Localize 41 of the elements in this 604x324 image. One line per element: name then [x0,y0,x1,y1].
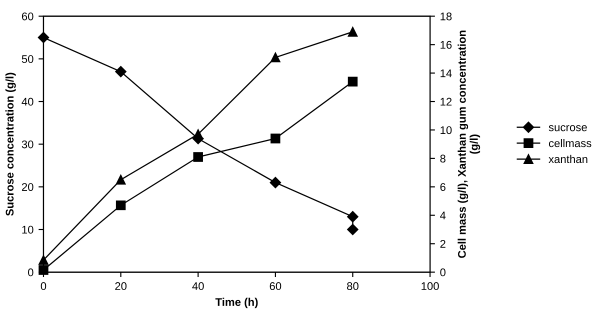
point [116,200,126,210]
point [270,52,280,62]
point [348,76,358,86]
y2-tick-label: 10 [440,126,452,134]
point [270,176,282,188]
legend-label: cellmass [548,139,592,148]
y2-axis-title: Cell mass (g/l), Xanthan gum concentration (g/l) [458,30,480,258]
y-tick-label: 20 [22,183,34,191]
point [116,174,126,185]
y-tick-label: 30 [22,140,34,148]
x-tick-label: 40 [192,282,204,290]
legend-label: sucrose [548,125,587,132]
y2-tick-label: 14 [440,69,452,78]
y2-tick-label: 2 [440,240,446,248]
y-tick-label: 0 [28,268,34,276]
y-tick-label: 50 [22,55,34,63]
y2-tick-label: 12 [440,98,452,106]
point [115,66,126,78]
y-tick-label: 40 [22,98,34,106]
y-tick-label: 60 [22,12,34,20]
y2-tick-label: 6 [440,183,446,191]
y2-tick-label: 0 [440,268,446,276]
point [347,211,358,222]
x-tick-label: 20 [115,282,127,290]
point [270,134,280,144]
y2-tick-label: 4 [440,212,446,220]
x-axis-title: Time (h) [215,298,258,308]
x-tick-label: 0 [40,282,46,290]
x-tick-label: 80 [347,282,358,290]
y-axis-title: Sucrose concentration (g/l) [5,72,16,216]
y2-tick-label: 18 [440,12,452,20]
legend-label: xanthan [548,154,588,164]
point [347,224,358,236]
x-tick-label: 60 [270,282,282,290]
y2-tick-label: 16 [440,40,452,49]
point [348,26,358,37]
point [193,152,203,162]
x-tick-label: 100 [422,282,439,290]
y-tick-label: 10 [22,226,34,234]
y2-tick-label: 8 [440,154,446,163]
point [38,265,48,275]
